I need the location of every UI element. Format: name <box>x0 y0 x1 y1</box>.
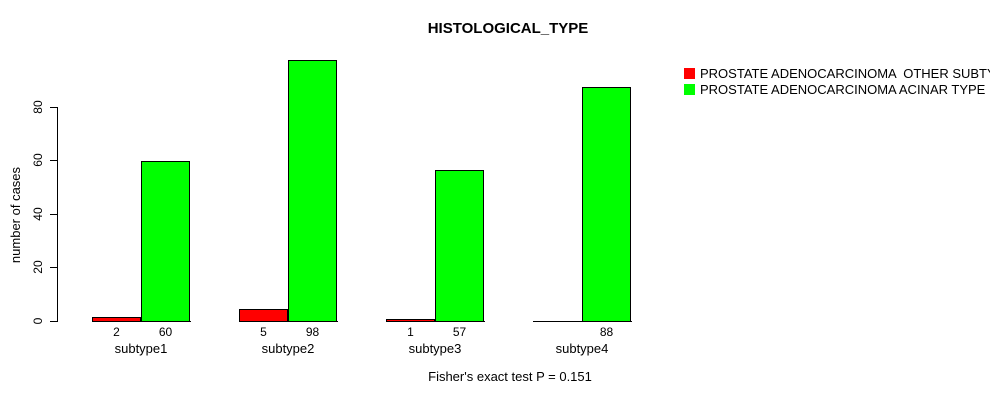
bar-value-label: 57 <box>452 325 467 339</box>
y-tick <box>50 321 57 322</box>
y-tick <box>50 160 57 161</box>
bar-value-label: 98 <box>305 325 320 339</box>
bar-other-subtype-subtype3 <box>386 319 435 322</box>
y-tick-label: 80 <box>31 100 45 114</box>
bar-value-label: 60 <box>158 325 173 339</box>
chart-title: HISTOLOGICAL_TYPE <box>427 20 589 37</box>
bar-value-label: 88 <box>599 325 614 339</box>
category-label-subtype3: subtype3 <box>408 341 462 356</box>
bar-value-label: 1 <box>407 325 414 339</box>
y-tick <box>50 107 57 108</box>
bar-acinar-type-subtype1 <box>141 161 190 322</box>
bar-value-label: 2 <box>113 325 120 339</box>
y-tick-label: 40 <box>31 207 45 221</box>
legend-swatch-icon <box>684 83 695 95</box>
y-tick <box>50 267 57 268</box>
legend-row: PROSTATE ADENOCARCINOMA ACINAR TYPE <box>684 81 990 97</box>
bar-other-subtype-subtype1 <box>92 317 141 322</box>
y-axis-line <box>57 107 58 322</box>
bar-acinar-type-subtype2 <box>288 60 337 322</box>
legend-label: PROSTATE ADENOCARCINOMA OTHER SUBTYPE <box>700 65 990 81</box>
y-tick-label: 20 <box>31 260 45 274</box>
legend-swatch-icon <box>684 67 695 79</box>
legend-row: PROSTATE ADENOCARCINOMA OTHER SUBTYPE <box>684 65 990 81</box>
category-label-subtype4: subtype4 <box>555 341 609 356</box>
y-tick-label: 60 <box>31 153 45 167</box>
legend-label: PROSTATE ADENOCARCINOMA ACINAR TYPE <box>700 81 986 97</box>
category-label-subtype2: subtype2 <box>261 341 315 356</box>
bar-acinar-type-subtype4 <box>582 87 631 322</box>
bar-other-subtype-subtype2 <box>239 309 288 322</box>
category-label-subtype1: subtype1 <box>114 341 168 356</box>
y-tick-label: 0 <box>31 317 45 325</box>
stat-annotation: Fisher's exact test P = 0.151 <box>428 369 592 384</box>
y-tick <box>50 214 57 215</box>
legend: PROSTATE ADENOCARCINOMA OTHER SUBTYPE PRO… <box>684 65 990 101</box>
bar-value-label: 5 <box>260 325 267 339</box>
bar-acinar-type-subtype3 <box>435 170 484 322</box>
y-axis-title: number of cases <box>8 166 23 264</box>
